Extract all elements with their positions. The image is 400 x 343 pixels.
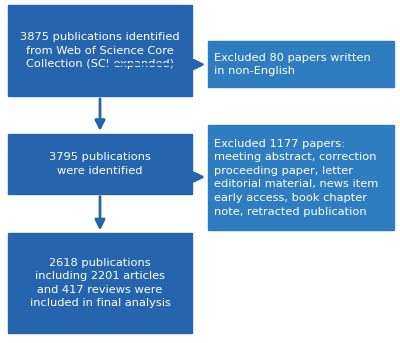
Text: 2618 publications
including 2201 articles
and 417 reviews were
included in final: 2618 publications including 2201 article… (30, 258, 170, 308)
Text: Excluded 80 papers written
in non-English: Excluded 80 papers written in non-Englis… (214, 52, 371, 76)
FancyBboxPatch shape (208, 125, 394, 230)
Text: 3795 publications
were identified: 3795 publications were identified (49, 152, 151, 176)
Text: Excluded 1177 papers:
meeting abstract, correction
proceeding paper, letter
edit: Excluded 1177 papers: meeting abstract, … (214, 139, 378, 216)
FancyBboxPatch shape (8, 5, 192, 96)
FancyBboxPatch shape (208, 41, 394, 87)
FancyBboxPatch shape (8, 134, 192, 194)
Text: 3875 publications identified
from Web of Science Core
Collection (SCI-expanded): 3875 publications identified from Web of… (20, 32, 180, 69)
FancyBboxPatch shape (8, 233, 192, 333)
